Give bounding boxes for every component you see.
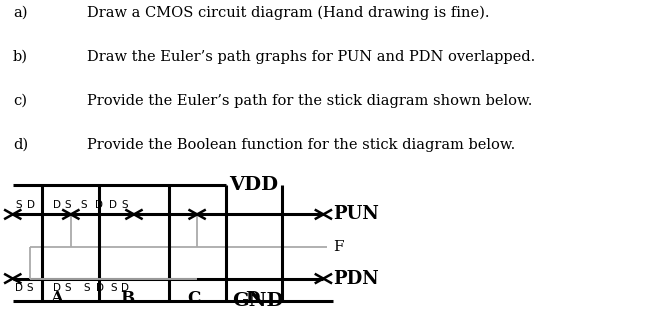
Text: S: S [84, 283, 90, 293]
Text: D: D [95, 200, 103, 210]
Text: c): c) [13, 94, 27, 108]
Text: b): b) [13, 50, 28, 64]
Text: D: D [16, 283, 23, 293]
Text: S: S [27, 283, 33, 293]
Text: D: D [27, 200, 34, 210]
Text: S: S [65, 200, 71, 210]
Text: Provide the Boolean function for the stick diagram below.: Provide the Boolean function for the sti… [87, 138, 515, 152]
Text: Provide the Euler’s path for the stick diagram shown below.: Provide the Euler’s path for the stick d… [87, 94, 532, 108]
Text: C: C [187, 290, 201, 307]
Text: D: D [121, 283, 130, 293]
Text: B: B [121, 290, 135, 307]
Text: D: D [109, 200, 117, 210]
Text: VDD: VDD [229, 176, 278, 194]
Text: PUN: PUN [333, 205, 378, 223]
Text: S: S [121, 200, 128, 210]
Text: GND: GND [232, 292, 283, 309]
Text: S: S [80, 200, 87, 210]
Text: D: D [53, 283, 61, 293]
Text: a): a) [13, 6, 27, 20]
Text: d): d) [13, 138, 28, 152]
Text: S: S [16, 200, 22, 210]
Text: S: S [65, 283, 71, 293]
Text: D: D [96, 283, 104, 293]
Text: S: S [110, 283, 117, 293]
Text: D: D [53, 200, 61, 210]
Text: PDN: PDN [333, 270, 378, 288]
Text: Draw the Euler’s path graphs for PUN and PDN overlapped.: Draw the Euler’s path graphs for PUN and… [87, 50, 535, 64]
Text: D: D [246, 290, 260, 307]
Text: Draw a CMOS circuit diagram (Hand drawing is fine).: Draw a CMOS circuit diagram (Hand drawin… [87, 6, 489, 21]
Text: F: F [333, 240, 343, 254]
Text: A: A [51, 290, 64, 307]
